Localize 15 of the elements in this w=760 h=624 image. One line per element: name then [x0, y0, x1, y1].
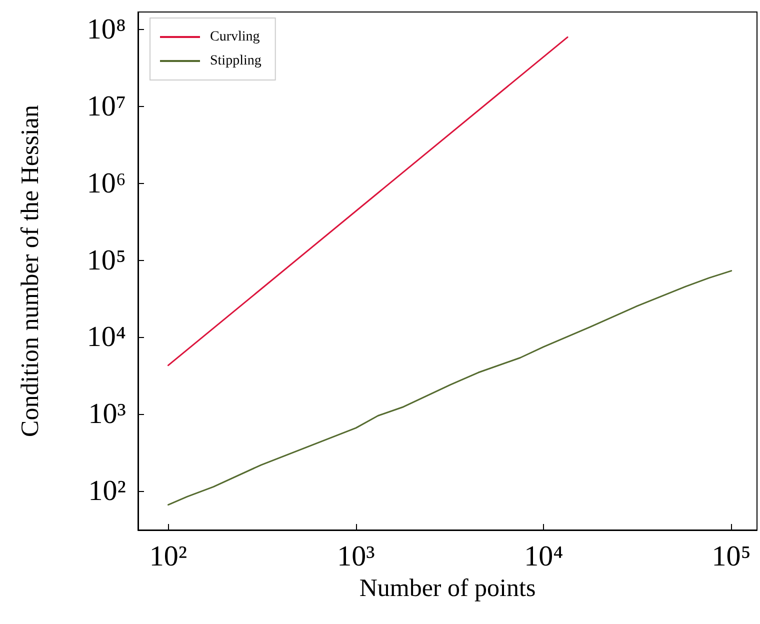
- y-tick-label: 10⁶: [86, 167, 126, 200]
- x-tick-label: 10²: [149, 540, 188, 572]
- legend-label: Curvling: [210, 30, 260, 44]
- y-tick-label: 10²: [88, 474, 126, 507]
- x-tick-label: 10³: [337, 540, 376, 572]
- y-tick-label: 10⁸: [86, 14, 126, 46]
- x-axis-title: Number of points: [359, 574, 536, 602]
- y-tick-label: 10⁴: [86, 321, 126, 354]
- legend-label: Stippling: [210, 54, 262, 68]
- y-axis-title: Condition number of the Hessian: [17, 104, 44, 437]
- x-tick-label: 10⁵: [712, 540, 751, 572]
- x-tick-label: 10⁴: [524, 540, 564, 572]
- y-tick-label: 10⁵: [86, 244, 126, 276]
- y-tick-label: 10⁷: [86, 90, 126, 123]
- y-tick-label: 10³: [88, 398, 126, 430]
